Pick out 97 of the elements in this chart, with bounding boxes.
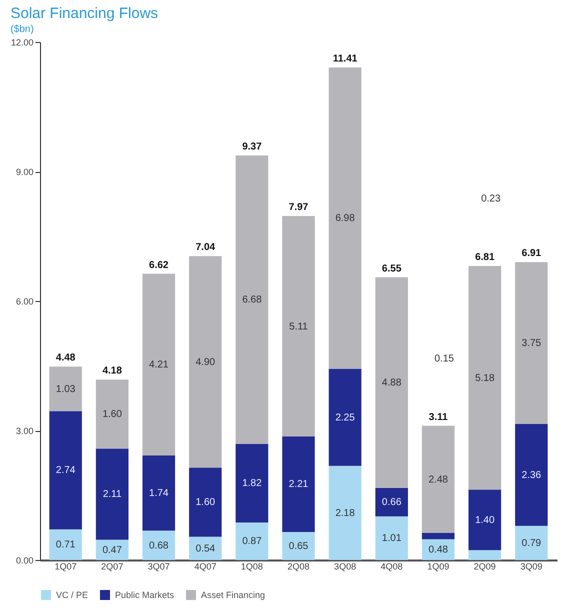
total-label: 7.97 <box>288 202 309 213</box>
total-label: 7.04 <box>196 242 216 254</box>
data-label: 6.68 <box>242 294 262 306</box>
y-tick-label: 0.00 <box>16 556 34 566</box>
bar <box>189 536 222 560</box>
bar <box>96 540 128 560</box>
data-label: 2.21 <box>288 479 309 490</box>
bar <box>468 550 502 560</box>
annotation: 0.15 <box>434 353 454 364</box>
data-label: 4.88 <box>382 378 402 389</box>
bar <box>189 468 222 537</box>
x-tick-label: 4Q07 <box>194 562 216 572</box>
y-tick-label: 12.00 <box>10 38 34 48</box>
data-label: 2.25 <box>335 412 356 424</box>
total-label: 6.91 <box>522 248 542 260</box>
bar <box>142 274 176 456</box>
data-label: 0.79 <box>522 538 542 549</box>
legend-label: Asset Financing <box>201 590 266 600</box>
bar <box>468 266 502 490</box>
x-tick-label: 3Q09 <box>520 562 542 572</box>
data-label: 0.65 <box>288 540 309 552</box>
data-label: 4.90 <box>196 356 216 368</box>
bar <box>468 490 502 550</box>
bar <box>142 456 176 531</box>
data-label: 1.60 <box>196 497 216 508</box>
legend-label: Public Markets <box>115 590 175 600</box>
data-label: 1.74 <box>149 488 169 500</box>
total-label: 6.55 <box>382 263 402 274</box>
data-label: 3.75 <box>522 338 542 350</box>
annotation: 0.23 <box>481 194 501 205</box>
data-label: 0.68 <box>149 540 169 552</box>
bar <box>375 516 408 560</box>
x-tick-label: 2Q09 <box>474 562 496 572</box>
legend-label: VC / PE <box>56 590 88 600</box>
y-tick-label: 9.00 <box>16 167 34 177</box>
x-tick-label: 4Q08 <box>380 562 403 572</box>
data-label: 2.36 <box>522 470 542 481</box>
bar <box>282 436 315 532</box>
y-tick-label: 6.00 <box>16 296 34 306</box>
data-label: 0.66 <box>382 497 402 508</box>
bar <box>375 488 408 516</box>
chart-title: Solar Financing Flows <box>10 5 158 22</box>
data-label: 0.71 <box>56 540 76 551</box>
data-label: 5.11 <box>289 321 308 332</box>
data-label: 6.98 <box>335 213 356 224</box>
data-label: 1.03 <box>56 384 76 395</box>
bar <box>96 380 128 449</box>
bar <box>282 532 315 560</box>
data-label: 2.48 <box>428 474 448 486</box>
bar <box>375 277 408 488</box>
total-label: 6.81 <box>475 252 495 264</box>
y-tick-label: 3.00 <box>16 426 34 436</box>
x-tick-label: 2Q08 <box>287 562 310 572</box>
total-label: 6.62 <box>149 260 169 271</box>
bar <box>515 526 548 560</box>
x-tick-label: 2Q07 <box>101 562 124 572</box>
bar <box>49 529 82 560</box>
bar <box>515 262 548 424</box>
data-label: 1.82 <box>242 478 262 490</box>
total-label: 11.41 <box>332 53 358 64</box>
x-tick-label: 3Q07 <box>148 562 170 572</box>
data-label: 0.48 <box>428 544 448 556</box>
bar <box>328 67 362 369</box>
bar <box>422 532 455 540</box>
data-label: 1.01 <box>382 533 402 544</box>
bar <box>422 426 455 533</box>
bar <box>282 216 315 437</box>
data-label: 1.40 <box>475 514 495 526</box>
data-label: 0.87 <box>242 536 262 548</box>
bar <box>96 448 128 540</box>
data-label: 2.11 <box>102 489 122 500</box>
bar <box>49 411 82 530</box>
x-tick-label: 3Q08 <box>334 562 356 572</box>
x-tick-label: 1Q09 <box>427 562 450 572</box>
data-label: 0.54 <box>196 543 216 554</box>
data-label: 4.21 <box>149 360 169 371</box>
bar <box>236 444 268 522</box>
data-label: 0.47 <box>102 544 122 556</box>
bar <box>236 522 268 560</box>
data-label: 1.60 <box>102 409 122 420</box>
data-label: 5.18 <box>475 372 495 384</box>
data-label: 2.18 <box>335 508 356 519</box>
bar <box>236 156 268 444</box>
x-tick-label: 1Q08 <box>240 562 263 572</box>
bar <box>142 530 176 560</box>
bar <box>515 424 548 526</box>
bar <box>328 368 362 466</box>
data-label: 2.74 <box>56 465 76 476</box>
chart-subtitle: ($bn) <box>10 24 34 35</box>
x-tick-label: 1Q07 <box>54 562 77 572</box>
total-label: 4.18 <box>102 366 122 377</box>
total-label: 4.48 <box>56 352 76 364</box>
total-label: 9.37 <box>242 142 262 153</box>
bar <box>328 466 362 560</box>
bar <box>189 256 222 468</box>
bar <box>49 366 82 412</box>
total-label: 3.11 <box>428 412 448 423</box>
